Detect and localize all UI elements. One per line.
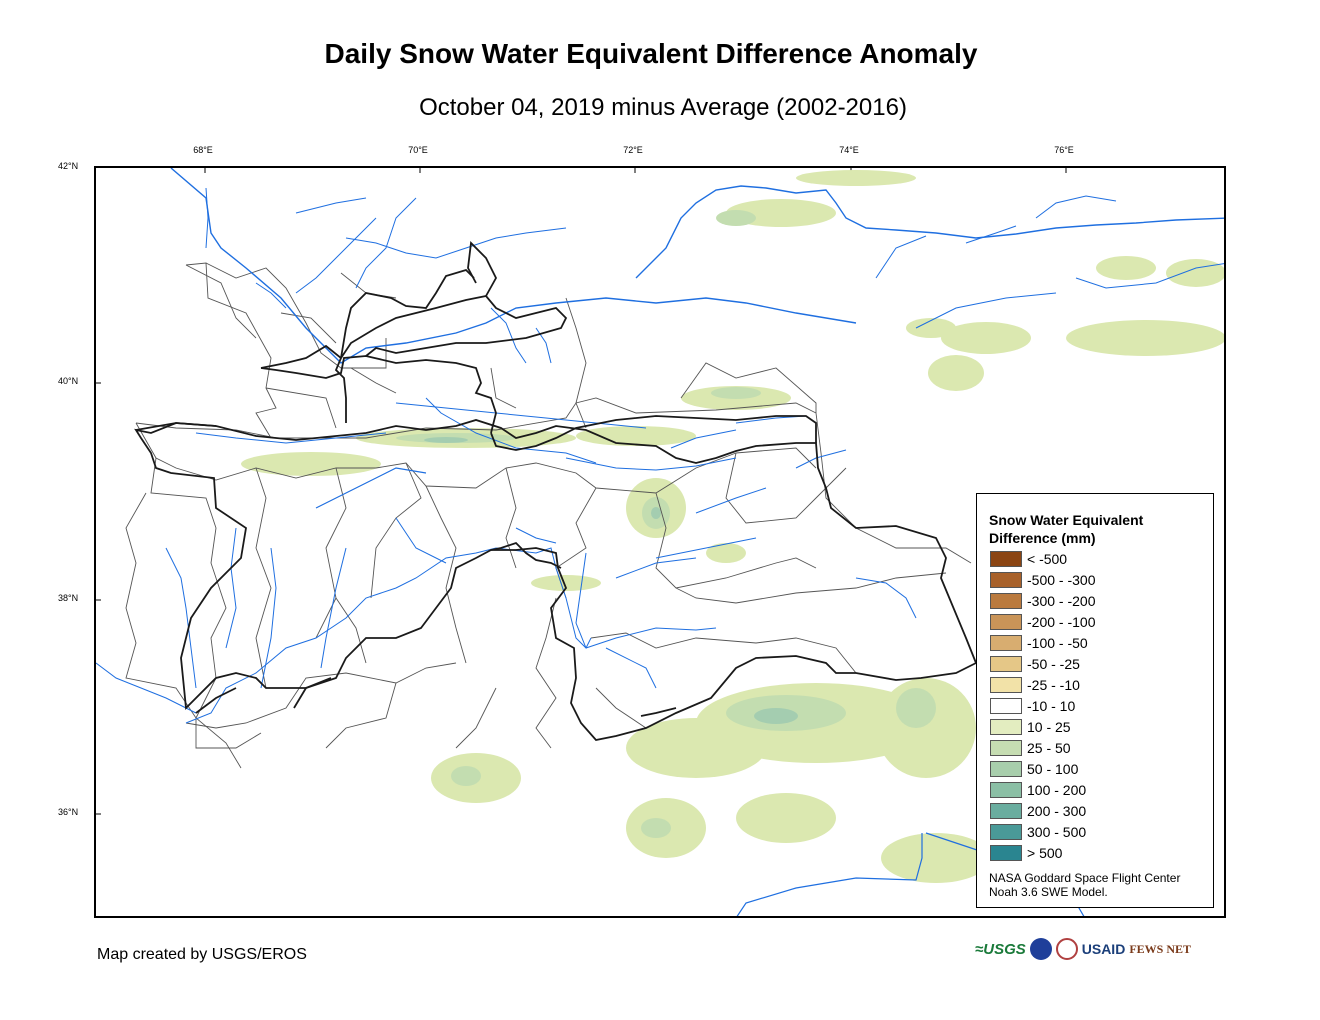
legend-credit-line2: Noah 3.6 SWE Model. [989, 885, 1108, 899]
legend-item: 300 - 500 [990, 821, 1086, 842]
legend-swatch [990, 592, 1022, 609]
legend-item: > 500 [990, 842, 1062, 863]
legend-swatch [990, 781, 1022, 798]
legend-label: 200 - 300 [1027, 802, 1087, 819]
legend-label: 300 - 500 [1027, 823, 1087, 840]
legend-label: -300 - -200 [1027, 592, 1096, 609]
legend-swatch [990, 697, 1022, 714]
agency-logos: ≈USGS USAID FEWS NET [975, 938, 1191, 960]
legend-label: -100 - -50 [1027, 634, 1088, 651]
legend-item: -50 - -25 [990, 653, 1080, 674]
legend-credit-line1: NASA Goddard Space Flight Center [989, 871, 1181, 885]
legend-item: -100 - -50 [990, 632, 1088, 653]
legend-swatch [990, 823, 1022, 840]
legend-item: -500 - -300 [990, 569, 1095, 590]
usaid-logo: USAID [1081, 941, 1126, 957]
longitude-label-76: 76°E [1054, 145, 1074, 155]
legend-swatch [990, 802, 1022, 819]
legend-swatch [990, 718, 1022, 735]
legend-item: 25 - 50 [990, 737, 1071, 758]
legend-item: 100 - 200 [990, 779, 1086, 800]
national-borders [134, 241, 978, 741]
legend-label: < -500 [1027, 550, 1068, 567]
latitude-label-36: 36°N [58, 807, 79, 817]
legend-swatch [990, 844, 1022, 861]
legend-swatch [990, 571, 1022, 588]
legend-swatch [990, 760, 1022, 777]
legend-credit: NASA Goddard Space Flight Center Noah 3.… [989, 871, 1180, 899]
graticule-ticks [96, 168, 1067, 815]
legend: Snow Water Equivalent Difference (mm) < … [976, 493, 1214, 908]
latitude-label-42: 42°N [58, 161, 79, 171]
legend-swatch [990, 655, 1022, 672]
legend-item: -25 - -10 [990, 674, 1080, 695]
legend-item: < -500 [990, 548, 1067, 569]
legend-title-line2: Difference (mm) [989, 530, 1096, 546]
seal-logo-icon [1055, 938, 1078, 960]
usgs-logo: ≈USGS [975, 940, 1026, 958]
legend-label: -10 - 10 [1027, 697, 1076, 714]
legend-swatch [990, 634, 1022, 651]
map-title: Daily Snow Water Equivalent Difference A… [324, 38, 978, 69]
latitude-label-40: 40°N [58, 376, 79, 386]
legend-item: 50 - 100 [990, 758, 1078, 779]
legend-label: 25 - 50 [1027, 739, 1071, 756]
legend-swatch [990, 550, 1022, 567]
longitude-label-74: 74°E [839, 145, 859, 155]
map-subtitle: October 04, 2019 minus Average (2002-201… [419, 94, 907, 121]
legend-label: -50 - -25 [1027, 655, 1080, 672]
legend-swatch [990, 739, 1022, 756]
legend-label: 50 - 100 [1027, 760, 1079, 777]
latitude-label-38: 38°N [58, 593, 79, 603]
legend-label: -500 - -300 [1027, 571, 1096, 588]
legend-swatch [990, 676, 1022, 693]
nasa-logo-icon [1029, 938, 1052, 960]
legend-item: -10 - 10 [990, 695, 1075, 716]
legend-label: 10 - 25 [1027, 718, 1071, 735]
longitude-label-72: 72°E [623, 145, 643, 155]
legend-title: Snow Water Equivalent Difference (mm) [989, 511, 1143, 547]
legend-item: 10 - 25 [990, 716, 1071, 737]
legend-label: -200 - -100 [1027, 613, 1096, 630]
legend-title-line1: Snow Water Equivalent [989, 512, 1144, 528]
legend-label: > 500 [1027, 844, 1063, 861]
longitude-label-68: 68°E [193, 145, 213, 155]
longitude-label-70: 70°E [408, 145, 428, 155]
basin-boundaries [125, 262, 972, 769]
legend-swatch [990, 613, 1022, 630]
legend-item: 200 - 300 [990, 800, 1086, 821]
legend-item: -200 - -100 [990, 611, 1095, 632]
legend-label: -25 - -10 [1027, 676, 1080, 693]
legend-label: 100 - 200 [1027, 781, 1087, 798]
fews-net-logo: FEWS NET [1129, 941, 1191, 956]
legend-item: -300 - -200 [990, 590, 1095, 611]
map-credit: Map created by USGS/EROS [97, 946, 307, 963]
